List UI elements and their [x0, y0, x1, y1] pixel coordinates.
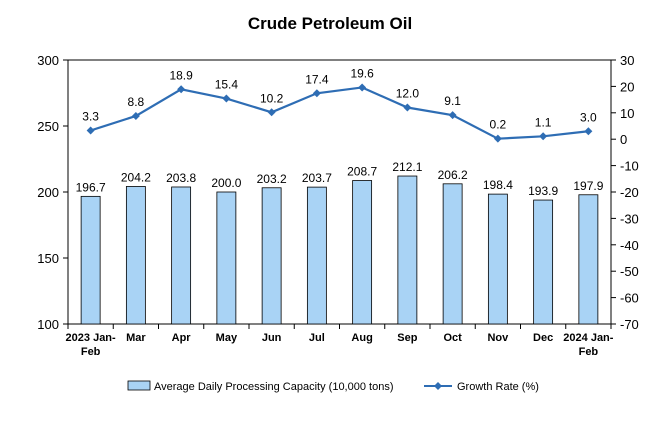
left-axis-tick-label: 250	[37, 119, 59, 134]
bar-data-label: 203.2	[257, 172, 287, 186]
line-data-label: 0.2	[490, 118, 507, 132]
legend-line-label: Growth Rate (%)	[457, 381, 539, 393]
bar	[216, 191, 237, 325]
right-axis-tick-label: -60	[620, 291, 639, 306]
bar-data-label: 198.4	[483, 178, 513, 192]
bar-data-label: 196.7	[76, 180, 106, 194]
left-axis-tick-label: 150	[37, 251, 59, 266]
bar	[171, 186, 192, 325]
growth-rate-point	[403, 103, 412, 112]
chart-title: Crude Petroleum Oil	[247, 14, 413, 33]
line-data-label: 9.1	[444, 94, 461, 108]
x-axis-tick-label: 2023 Jan-	[66, 332, 116, 344]
x-axis-tick-label: Jul	[309, 332, 325, 344]
right-axis-tick-label: 0	[620, 132, 627, 147]
right-axis-tick-label: 30	[620, 53, 634, 68]
x-axis-tick-label: Aug	[351, 332, 372, 344]
bar	[352, 180, 373, 325]
x-axis-tick-label: Feb	[579, 346, 599, 358]
bar-data-label: 204.2	[121, 170, 151, 184]
bar-data-label: 200.0	[211, 176, 241, 190]
legend-bar-swatch	[127, 380, 151, 391]
growth-rate-point	[86, 126, 95, 135]
x-axis-tick-label: Feb	[81, 346, 101, 358]
x-axis-tick-label: Mar	[126, 332, 146, 344]
x-axis-tick-label: Oct	[443, 332, 462, 344]
x-axis-tick-label: May	[216, 332, 238, 344]
left-axis-tick-label: 300	[37, 53, 59, 68]
legend-bar-label: Average Daily Processing Capacity (10,00…	[154, 381, 393, 393]
growth-rate-point	[267, 108, 276, 117]
bar	[397, 175, 418, 325]
legend-line-marker	[434, 382, 442, 390]
right-axis-tick-label: -20	[620, 185, 639, 200]
x-axis-tick-label: Dec	[533, 332, 553, 344]
line-data-label: 18.9	[169, 68, 193, 82]
line-data-label: 10.2	[260, 91, 284, 105]
growth-rate-line	[90, 86, 589, 140]
bar-data-label: 206.2	[438, 168, 468, 182]
line-data-label: 3.0	[580, 110, 597, 124]
growth-rate-point	[448, 111, 457, 120]
growth-rate-point	[177, 85, 186, 94]
line-data-label: 17.4	[305, 72, 329, 86]
line-data-label: 12.0	[396, 87, 420, 101]
growth-rate-point	[312, 89, 321, 98]
bar	[442, 183, 463, 325]
bar-data-label: 197.9	[573, 179, 603, 193]
line-data-label: 15.4	[215, 78, 239, 92]
bar-data-label: 193.9	[528, 184, 558, 198]
line-data-label: 3.3	[82, 109, 99, 123]
line-data-label: 8.8	[128, 95, 145, 109]
bar-data-label: 208.7	[347, 165, 377, 179]
right-axis-tick-label: -70	[620, 317, 639, 332]
right-axis-tick-label: -30	[620, 211, 639, 226]
x-axis-tick-label: Sep	[397, 332, 417, 344]
bar-data-label: 212.1	[392, 160, 422, 174]
growth-rate-point	[131, 111, 140, 120]
right-axis-tick-label: -10	[620, 159, 639, 174]
growth-rate-point	[222, 94, 231, 103]
growth-rate-point	[584, 127, 593, 136]
bar-data-label: 203.8	[166, 171, 196, 185]
bar	[80, 195, 101, 325]
right-axis-tick-label: -40	[620, 238, 639, 253]
x-axis-tick-label: Apr	[172, 332, 192, 344]
right-axis-tick-label: 20	[620, 79, 634, 94]
growth-rate-point	[358, 83, 367, 92]
left-axis-tick-label: 200	[37, 185, 59, 200]
bar-data-label: 203.7	[302, 171, 332, 185]
x-axis-tick-label: Nov	[487, 332, 509, 344]
bar	[125, 186, 146, 325]
growth-rate-point	[539, 132, 548, 141]
x-axis-tick-label: Jun	[262, 332, 282, 344]
bar	[487, 193, 508, 325]
right-axis-tick-label: 10	[620, 106, 634, 121]
bar	[578, 194, 599, 325]
growth-rate-point	[493, 134, 502, 143]
line-data-label: 1.1	[535, 115, 552, 129]
bar	[533, 199, 554, 325]
x-axis-tick-label: 2024 Jan-	[563, 332, 613, 344]
right-axis-tick-label: -50	[620, 264, 639, 279]
bar	[306, 186, 327, 325]
line-data-label: 19.6	[350, 66, 374, 80]
bar	[261, 187, 282, 325]
left-axis-tick-label: 100	[37, 317, 59, 332]
